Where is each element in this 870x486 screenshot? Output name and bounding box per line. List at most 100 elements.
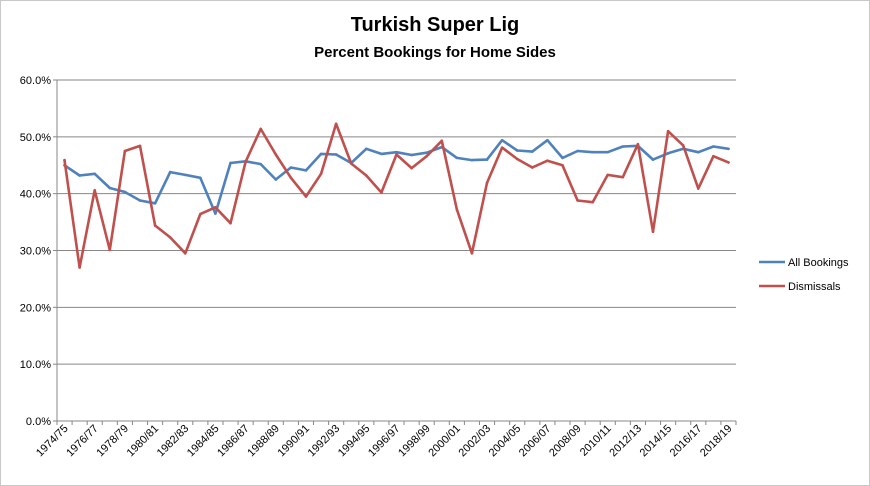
data-point bbox=[410, 166, 413, 170]
x-tick-label: 1976/77 bbox=[64, 423, 101, 460]
data-point bbox=[334, 153, 338, 156]
x-tick-label: 2010/11 bbox=[578, 423, 614, 459]
data-point bbox=[591, 200, 594, 204]
y-tick-label: 50.0% bbox=[20, 132, 51, 144]
data-point bbox=[244, 160, 247, 164]
x-tick-label: 2012/13 bbox=[607, 423, 644, 460]
data-point bbox=[319, 152, 323, 156]
x-tick-label: 2018/19 bbox=[698, 423, 735, 460]
data-point bbox=[621, 175, 625, 179]
x-tick-label: 1982/83 bbox=[155, 423, 192, 460]
data-point bbox=[531, 166, 534, 169]
x-tick-label: 2016/17 bbox=[668, 423, 705, 460]
data-point bbox=[183, 173, 187, 177]
data-point bbox=[365, 174, 368, 177]
data-point bbox=[183, 252, 187, 255]
data-point bbox=[108, 186, 112, 190]
data-point bbox=[349, 162, 353, 165]
data-point bbox=[365, 147, 368, 151]
data-point bbox=[78, 174, 81, 177]
data-point bbox=[289, 176, 293, 180]
data-point bbox=[214, 206, 217, 209]
data-point bbox=[63, 158, 66, 162]
data-point bbox=[576, 199, 579, 202]
data-point bbox=[199, 212, 202, 216]
y-tick-label: 0.0% bbox=[26, 416, 51, 428]
data-point bbox=[455, 208, 459, 211]
data-point bbox=[666, 152, 670, 155]
chart-subtitle: Percent Bookings for Home Sides bbox=[314, 44, 556, 61]
data-point bbox=[168, 170, 172, 174]
y-tick-label: 30.0% bbox=[20, 246, 51, 258]
x-tick-label: 1998/99 bbox=[396, 423, 433, 460]
x-tick-label: 2014/15 bbox=[638, 423, 675, 460]
data-point bbox=[500, 138, 504, 142]
data-point bbox=[666, 129, 670, 133]
data-point bbox=[123, 149, 127, 153]
x-tick-label: 1996/97 bbox=[366, 423, 403, 460]
data-point bbox=[636, 142, 640, 146]
data-point bbox=[727, 161, 730, 164]
x-tick-label: 2002/03 bbox=[457, 423, 494, 460]
chart-title: Turkish Super Lig bbox=[350, 14, 520, 36]
data-point bbox=[93, 172, 97, 176]
data-point bbox=[334, 122, 338, 126]
x-tick-label: 2008/09 bbox=[547, 423, 584, 460]
data-point bbox=[153, 202, 157, 205]
data-point bbox=[485, 181, 489, 185]
y-tick-label: 20.0% bbox=[20, 302, 51, 314]
y-tick-label: 40.0% bbox=[20, 189, 51, 201]
data-point bbox=[696, 150, 700, 154]
data-point bbox=[531, 150, 534, 153]
data-point bbox=[651, 158, 655, 161]
data-point bbox=[153, 224, 157, 227]
data-point bbox=[470, 158, 474, 162]
data-point bbox=[395, 153, 398, 156]
x-tick-label: 1974/75 bbox=[34, 423, 71, 460]
data-point bbox=[259, 162, 263, 166]
data-point bbox=[108, 248, 112, 252]
data-point bbox=[274, 178, 278, 181]
data-point bbox=[259, 127, 263, 131]
x-tick-label: 2006/07 bbox=[517, 423, 554, 460]
data-point bbox=[712, 145, 715, 148]
data-point bbox=[380, 191, 383, 194]
data-point bbox=[515, 157, 519, 161]
legend-label: All Bookings bbox=[788, 257, 849, 269]
data-point bbox=[455, 156, 459, 160]
data-point bbox=[440, 139, 444, 143]
x-tick-label: 1988/89 bbox=[245, 423, 282, 460]
data-point bbox=[696, 187, 700, 190]
x-tick-label: 1992/93 bbox=[306, 423, 343, 460]
x-tick-label: 2004/05 bbox=[487, 423, 524, 460]
data-point bbox=[425, 151, 428, 155]
data-point bbox=[546, 159, 549, 163]
data-point bbox=[500, 146, 504, 149]
x-tick-label: 1980/81 bbox=[125, 423, 162, 460]
x-tick-label: 2000/01 bbox=[426, 423, 463, 460]
data-point bbox=[274, 153, 278, 156]
data-point bbox=[591, 150, 594, 154]
y-tick-label: 60.0% bbox=[20, 75, 51, 87]
data-point bbox=[606, 150, 610, 154]
x-tick-label: 1986/87 bbox=[215, 423, 252, 460]
x-tick-label: 1984/85 bbox=[185, 423, 222, 460]
data-point bbox=[289, 166, 293, 169]
data-point bbox=[380, 152, 383, 156]
data-point bbox=[199, 176, 202, 180]
data-point bbox=[395, 150, 398, 154]
data-point bbox=[425, 154, 428, 158]
data-point bbox=[214, 212, 217, 215]
data-point bbox=[621, 145, 625, 148]
data-point bbox=[712, 154, 715, 158]
data-point bbox=[123, 190, 127, 194]
data-point bbox=[229, 161, 232, 165]
x-tick-label: 1990/91 bbox=[275, 423, 312, 460]
data-point bbox=[138, 199, 142, 202]
data-point bbox=[561, 163, 564, 167]
x-tick-label: 1978/79 bbox=[94, 423, 131, 460]
data-point bbox=[410, 153, 413, 157]
data-point bbox=[651, 230, 655, 234]
